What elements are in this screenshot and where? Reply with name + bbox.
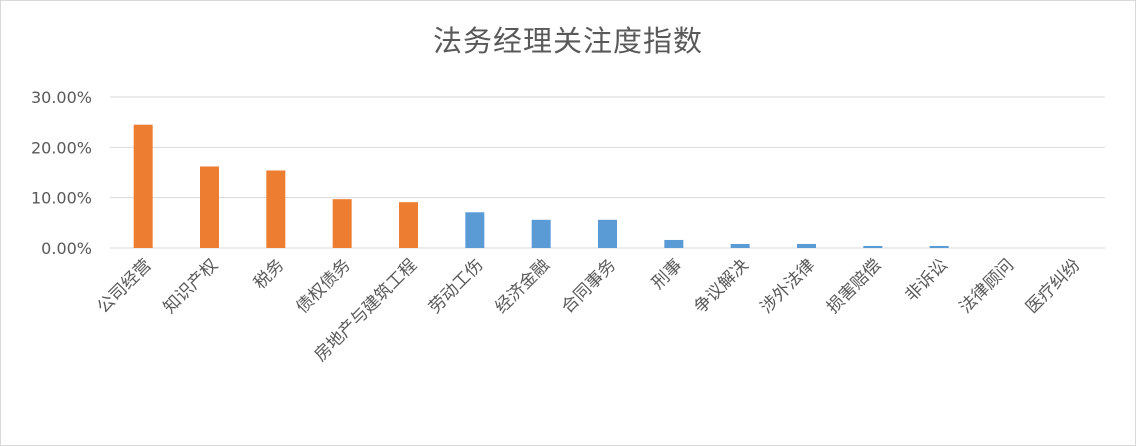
bar: [730, 243, 750, 248]
x-tick-label: 知识产权: [160, 255, 222, 317]
chart-title: 法务经理关注度指数: [432, 24, 703, 58]
x-tick-label: 涉外法律: [757, 255, 819, 317]
x-tick-label: 合同事务: [558, 255, 620, 317]
x-tick-label: 公司经营: [93, 255, 155, 317]
bar: [664, 239, 684, 248]
x-tick-label: 争议解决: [690, 255, 752, 317]
bar: [133, 124, 153, 248]
bar: [399, 202, 418, 248]
y-tick-label: 10.00%: [31, 189, 92, 208]
y-tick-label: 0.00%: [41, 239, 92, 258]
x-tick-label: 债权债务: [292, 255, 354, 317]
x-tick-label: 经济金融: [491, 255, 553, 317]
x-tick-label: 非诉讼: [901, 255, 951, 305]
x-tick-label: 劳动工伤: [425, 255, 487, 317]
x-tick-label: 刑事: [648, 255, 686, 293]
bar: [266, 170, 286, 248]
bar: [797, 243, 816, 248]
y-tick-label: 30.00%: [31, 88, 92, 107]
y-tick-label: 20.00%: [31, 138, 92, 157]
bar: [531, 219, 551, 248]
x-tick-label: 法律顾问: [956, 255, 1018, 317]
x-tick-label: 医疗纠纷: [1022, 255, 1084, 317]
bar: [332, 199, 352, 248]
bar: [598, 219, 617, 248]
bar: [929, 245, 949, 248]
bar: [465, 212, 485, 248]
x-tick-label: 损害赔偿: [823, 255, 885, 317]
bar: [200, 166, 219, 248]
bar: [863, 245, 883, 248]
x-tick-label: 税务: [250, 255, 288, 293]
